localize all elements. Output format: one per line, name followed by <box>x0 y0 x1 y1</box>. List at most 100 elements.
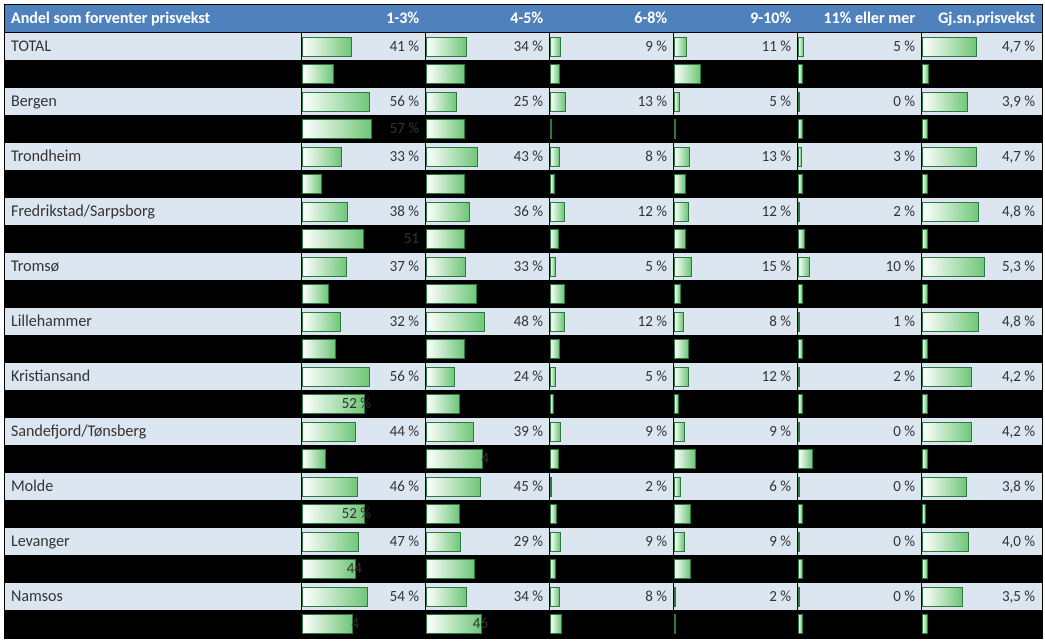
bar <box>426 147 478 167</box>
row-label: Fredrikstad/Sarpsborg <box>5 198 301 225</box>
row-label: Bergen <box>5 88 301 115</box>
bar-cell <box>797 445 921 472</box>
bar <box>798 64 803 84</box>
bar <box>674 92 680 112</box>
bar <box>674 147 690 167</box>
bar <box>674 449 696 469</box>
bar-cell <box>549 280 673 307</box>
bar-cell: 4,7 % <box>921 143 1041 170</box>
row-label-empty <box>5 500 301 527</box>
table-row-pair: Sandefjord/Tønsberg44 %39 %9 %9 %0 %4,2 … <box>5 418 1042 473</box>
bar <box>550 284 565 304</box>
bar <box>426 504 460 524</box>
bar-cell: 44 <box>301 555 425 582</box>
bar-cell <box>425 390 549 417</box>
bar <box>798 174 803 194</box>
bar <box>426 92 457 112</box>
bar <box>674 37 687 57</box>
bar-cell <box>673 445 797 472</box>
price-expectation-table: Andel som forventer prisvekst 1-3% 4-5% … <box>4 4 1043 639</box>
bar <box>674 477 681 497</box>
bar-cell <box>921 445 1041 472</box>
bar-cell: 0 % <box>797 418 921 445</box>
bar-value: 12 % <box>762 198 791 225</box>
bar-value: 56 % <box>390 363 419 390</box>
bar-value: 47 % <box>390 528 419 555</box>
row-label: Sandefjord/Tønsberg <box>5 418 301 445</box>
bar-cell: 8 % <box>673 308 797 335</box>
bar-cell: 2 % <box>673 583 797 610</box>
bar-cell: 9 % <box>549 418 673 445</box>
bar-cell <box>921 280 1041 307</box>
bar-cell <box>301 170 425 197</box>
bar <box>922 312 979 332</box>
bar <box>798 312 800 332</box>
bar-cell: 2 % <box>549 473 673 500</box>
bar <box>426 119 465 139</box>
bar-cell: 38 % <box>301 198 425 225</box>
row-label: Namsos <box>5 583 301 610</box>
table-row-dark <box>5 280 1042 307</box>
table-row-dark: 51 <box>5 225 1042 252</box>
bar-cell: 5,3 % <box>921 253 1041 280</box>
bar <box>798 614 803 634</box>
bar <box>922 532 969 552</box>
bar-value: 5 % <box>769 88 791 115</box>
bar-cell: 4 <box>425 445 549 472</box>
header-col: 1-3% <box>301 5 425 32</box>
bar-value: 11 % <box>762 33 791 60</box>
bar-value: 4,7 % <box>1002 143 1035 170</box>
bar-cell <box>425 280 549 307</box>
bar-value: 1 % <box>893 308 915 335</box>
bar <box>302 202 348 222</box>
bar-cell <box>425 115 549 142</box>
bar-value: 12 % <box>638 198 667 225</box>
row-label: Levanger <box>5 528 301 555</box>
bar-cell: 32 % <box>301 308 425 335</box>
bar <box>550 559 556 579</box>
bar-cell: 4,8 % <box>921 308 1041 335</box>
bar <box>426 174 465 194</box>
bar-value: 4,2 % <box>1002 363 1035 390</box>
bar-cell: 13 % <box>673 143 797 170</box>
bar-value: 4,2 % <box>1002 418 1035 445</box>
bar-cell: 3,5 % <box>921 583 1041 610</box>
bar-cell <box>921 555 1041 582</box>
bar-value: 57 % <box>390 115 419 142</box>
table-row-light: Namsos54 %34 %8 %2 %0 %3,5 % <box>5 583 1042 610</box>
table-row-pair: Kristiansand56 %24 %5 %12 %2 %4,2 %52 % <box>5 363 1042 418</box>
bar-cell: 43 % <box>425 143 549 170</box>
bar <box>674 119 676 139</box>
bar <box>302 64 334 84</box>
bar <box>426 394 460 414</box>
table-row-light: Levanger47 %29 %9 %9 %0 %4,0 % <box>5 528 1042 555</box>
bar <box>550 504 557 524</box>
bar-cell <box>549 445 673 472</box>
bar-value: 33 % <box>514 253 543 280</box>
bar <box>798 532 800 552</box>
bar <box>674 394 679 414</box>
bar-cell: 0 % <box>797 88 921 115</box>
bar-cell: 9 % <box>549 33 673 60</box>
bar <box>798 339 803 359</box>
bar <box>302 504 365 524</box>
bar-cell: 8 % <box>549 583 673 610</box>
bar-cell <box>921 115 1041 142</box>
row-label-empty <box>5 225 301 252</box>
bar <box>922 174 928 194</box>
bar <box>426 532 461 552</box>
bar <box>302 174 322 194</box>
bar <box>798 284 803 304</box>
bar-value: 3 % <box>893 143 915 170</box>
bar-value: 25 % <box>514 88 543 115</box>
bar-cell: 51 <box>301 225 425 252</box>
bar <box>798 147 802 167</box>
table-row-light: Bergen56 %25 %13 %5 %0 %3,9 % <box>5 88 1042 115</box>
bar-cell: 4 <box>301 610 425 637</box>
row-label-empty <box>5 335 301 362</box>
bar <box>674 367 689 387</box>
bar-value: 33 % <box>390 143 419 170</box>
bar-cell: 12 % <box>673 198 797 225</box>
bar <box>550 229 559 249</box>
bar-cell: 2 % <box>797 363 921 390</box>
